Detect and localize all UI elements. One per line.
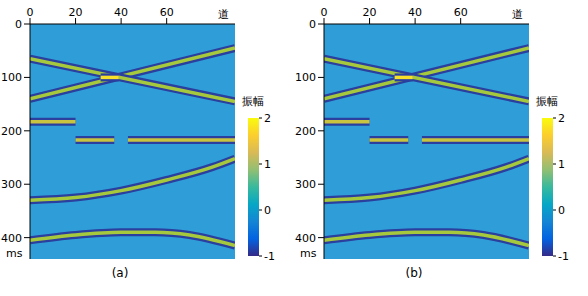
svg-text:0: 0 [558, 204, 565, 217]
html-text:振幅: 振幅 [242, 95, 264, 108]
html-text:ms: ms [6, 247, 23, 260]
svg-text:0: 0 [321, 6, 328, 19]
svg-text:0: 0 [309, 18, 316, 31]
svg-text:20: 20 [363, 6, 377, 19]
svg-text:300: 300 [1, 178, 22, 191]
svg-text:200: 200 [1, 125, 22, 138]
svg-text:100: 100 [295, 71, 316, 84]
svg-text:2: 2 [558, 112, 565, 125]
svg-text:40: 40 [408, 6, 422, 19]
html-text:(a): (a) [111, 266, 129, 280]
svg-text:400: 400 [295, 232, 316, 245]
svg-text:40: 40 [114, 6, 128, 19]
svg-text:0: 0 [27, 6, 34, 19]
svg-text:20: 20 [69, 6, 83, 19]
svg-text:400: 400 [1, 232, 22, 245]
svg-text:0: 0 [15, 18, 22, 31]
svg-text:200: 200 [295, 125, 316, 138]
svg-text:300: 300 [295, 178, 316, 191]
html-text:道: 道 [512, 8, 523, 21]
html-text:(b): (b) [405, 266, 423, 280]
svg-text:0: 0 [264, 204, 271, 217]
html-text:振幅: 振幅 [536, 95, 558, 108]
svg-text:2: 2 [264, 112, 271, 125]
svg-text:-1: -1 [558, 250, 569, 263]
svg-text:60: 60 [160, 6, 174, 19]
svg-text:100: 100 [1, 71, 22, 84]
html-text:道: 道 [218, 8, 229, 21]
svg-text:-1: -1 [264, 250, 275, 263]
svg-text:1: 1 [264, 158, 271, 171]
html-text:ms: ms [300, 247, 317, 260]
svg-text:60: 60 [454, 6, 468, 19]
svg-text:1: 1 [558, 158, 565, 171]
